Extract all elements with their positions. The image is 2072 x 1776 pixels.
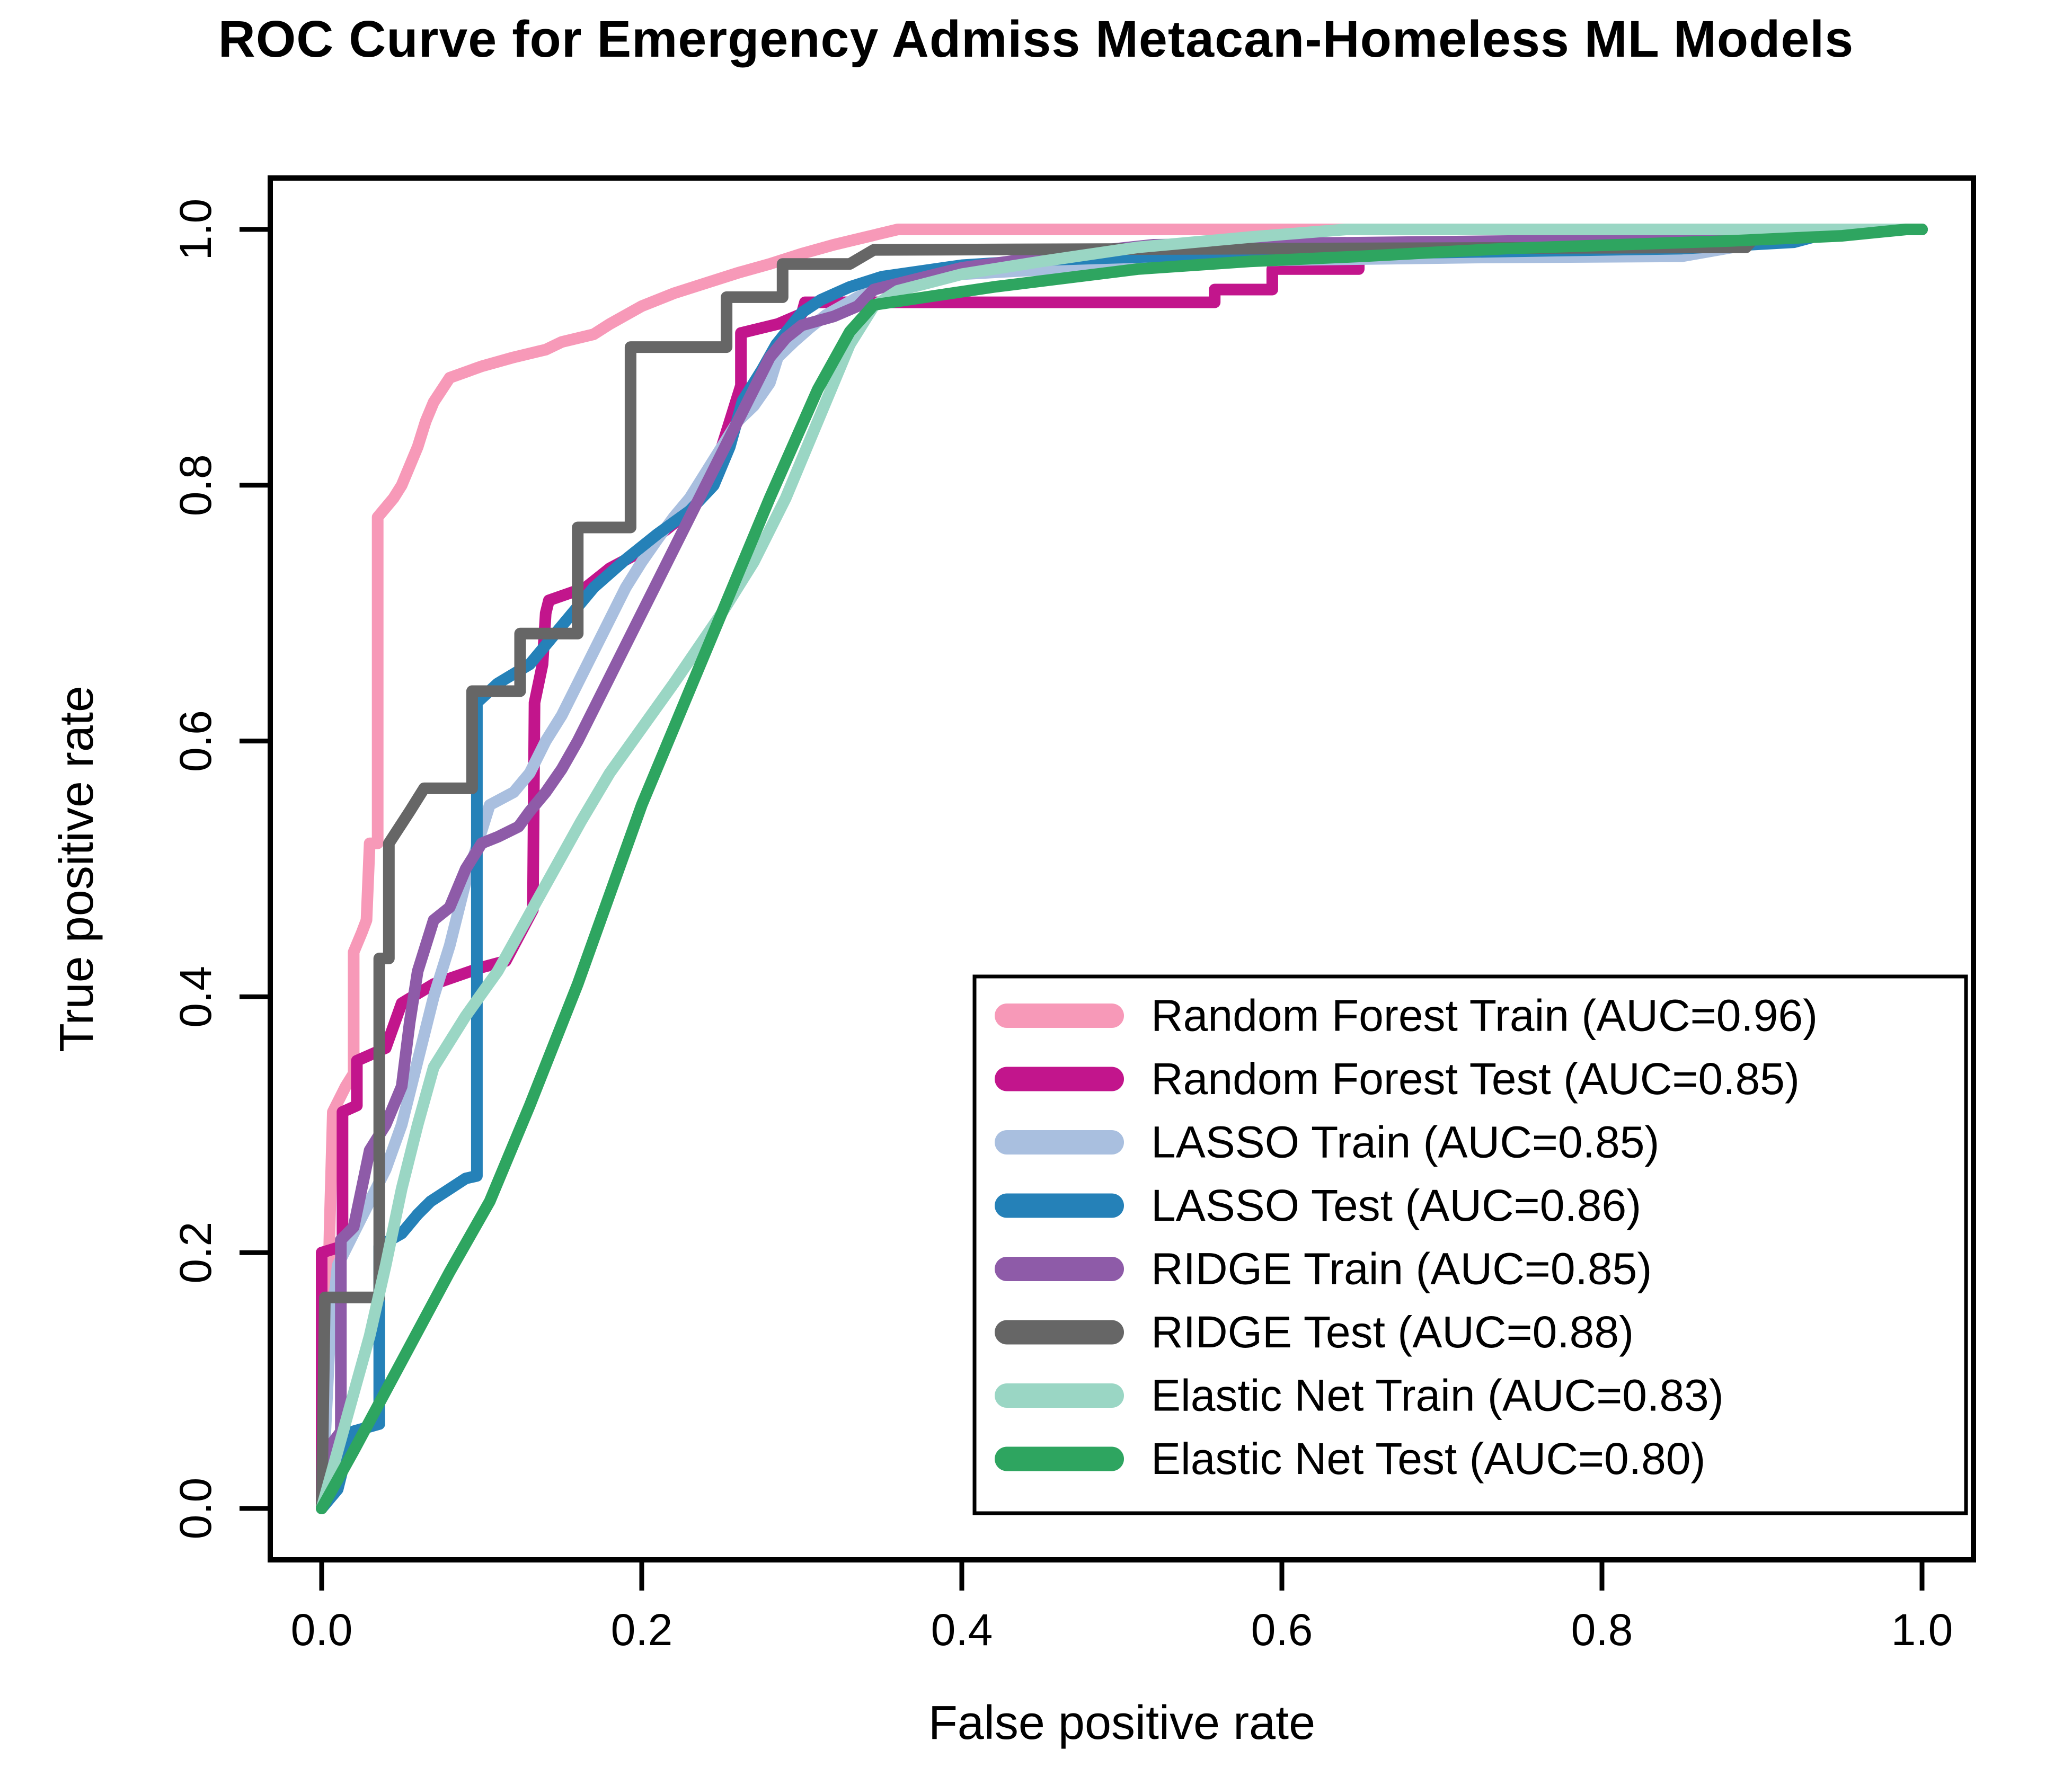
roc-curve-random-forest-train <box>316 224 1928 1514</box>
x-tick-label-0.6: 0.6 <box>1251 1605 1313 1655</box>
legend-box <box>972 974 1968 1515</box>
roc-curve-elastic-net-train <box>316 224 1928 1514</box>
x-tick-label-0.8: 0.8 <box>1571 1605 1633 1655</box>
legend-label-elastic-net-test: Elastic Net Test (AUC=0.80) <box>1151 1434 1706 1484</box>
x-axis-label: False positive rate <box>928 1697 1315 1750</box>
y-tick-label-0.2: 0.2 <box>171 1222 220 1284</box>
legend-label-random-forest-train: Random Forest Train (AUC=0.96) <box>1151 991 1818 1041</box>
legend-label-ridge-train: RIDGE Train (AUC=0.85) <box>1151 1244 1652 1294</box>
roc-curve-ridge-test <box>316 224 1928 1514</box>
legend-label-lasso-test: LASSO Test (AUC=0.86) <box>1151 1180 1641 1230</box>
x-tick-label-0.4: 0.4 <box>931 1605 993 1655</box>
x-tick-label-0.2: 0.2 <box>611 1605 673 1655</box>
y-tick-label-0.4: 0.4 <box>171 966 220 1028</box>
roc-curve-ridge-train <box>316 224 1928 1514</box>
y-axis-label: True positive rate <box>50 686 103 1052</box>
y-tick-label-0.8: 0.8 <box>171 454 220 516</box>
legend-label-random-forest-test: Random Forest Test (AUC=0.85) <box>1151 1054 1800 1104</box>
y-tick-label-0.0: 0.0 <box>171 1478 220 1540</box>
x-tick-label-0.0: 0.0 <box>291 1605 353 1655</box>
roc-curve-elastic-net-test <box>316 224 1928 1514</box>
legend-label-elastic-net-train: Elastic Net Train (AUC=0.83) <box>1151 1371 1724 1420</box>
chart-title: ROC Curve for Emergency Admiss Metacan-H… <box>218 10 1854 68</box>
legend-label-lasso-train: LASSO Train (AUC=0.85) <box>1151 1117 1659 1167</box>
y-tick-label-0.6: 0.6 <box>171 710 220 772</box>
legend-label-ridge-test: RIDGE Test (AUC=0.88) <box>1151 1307 1634 1357</box>
y-tick-label-1.0: 1.0 <box>171 199 220 261</box>
x-tick-label-1.0: 1.0 <box>1891 1605 1953 1655</box>
plot-border <box>268 175 1976 1562</box>
